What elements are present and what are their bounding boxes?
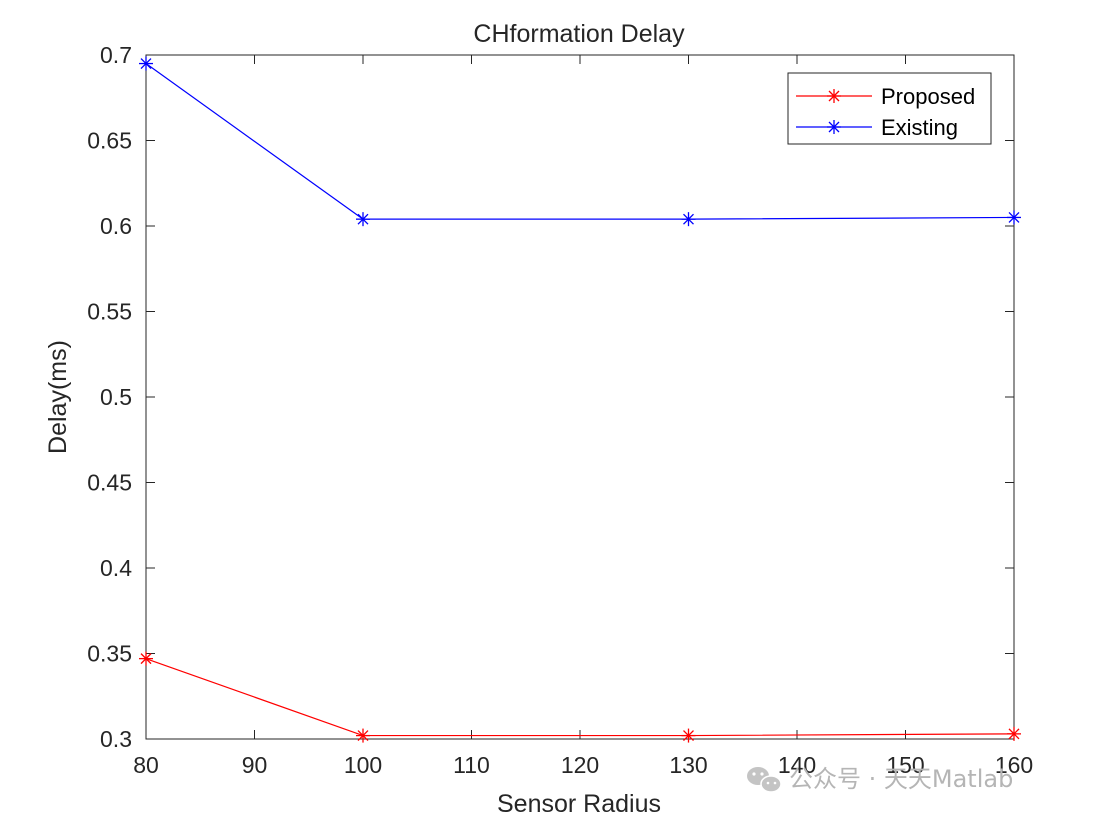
series-existing	[139, 56, 1021, 227]
data-point-existing	[139, 56, 153, 71]
legend-item-proposed: Proposed	[796, 84, 975, 109]
y-tick-label: 0.4	[100, 555, 132, 581]
data-point-proposed	[139, 651, 153, 666]
legend-item-existing: Existing	[796, 115, 958, 140]
y-tick-label: 0.35	[87, 641, 132, 667]
legend-box	[787, 72, 992, 145]
data-point-proposed	[1007, 726, 1021, 741]
y-tick-label: 0.3	[100, 726, 132, 752]
data-point-existing	[356, 212, 370, 227]
watermark: 公众号 · 天天Matlab	[747, 765, 1013, 793]
series-line-proposed	[145, 658, 1015, 737]
plot-area	[145, 54, 1015, 740]
y-tick-label: 0.7	[100, 42, 132, 68]
data-point-proposed	[356, 728, 370, 743]
y-tick-label: 0.6	[100, 213, 132, 239]
legend-marker	[827, 89, 841, 103]
wechat-icon	[747, 767, 782, 793]
x-tick-labels: 80 90 100 110 120 130 140 150 160	[133, 752, 1033, 778]
series-proposed	[139, 651, 1021, 743]
y-tick-label: 0.5	[100, 384, 132, 410]
series-line-existing	[145, 63, 1015, 220]
x-tick-label: 80	[133, 752, 159, 778]
x-axis-title: Sensor Radius	[497, 790, 661, 818]
x-tick-label: 120	[561, 752, 599, 778]
x-tick-label: 160	[995, 752, 1033, 778]
data-point-existing	[681, 212, 696, 227]
watermark-text: 公众号 · 天天Matlab	[789, 765, 1013, 793]
data-point-existing	[1007, 210, 1021, 225]
legend: Proposed Existing	[787, 72, 992, 145]
x-tick-label: 150	[886, 752, 924, 778]
series-layer	[139, 56, 1021, 743]
y-tick-label: 0.65	[87, 128, 132, 154]
legend-items: Proposed Existing	[796, 84, 975, 140]
legend-label: Existing	[881, 115, 958, 140]
y-tick-label: 0.55	[87, 299, 132, 325]
x-tick-label: 110	[453, 752, 490, 778]
legend-marker	[827, 120, 841, 134]
x-tick-label: 140	[778, 752, 816, 778]
x-tick-label: 100	[344, 752, 382, 778]
x-tick-label: 90	[242, 752, 268, 778]
y-tick-label: 0.45	[87, 470, 132, 496]
chart-title: CHformation Delay	[473, 20, 685, 48]
data-point-proposed	[681, 728, 696, 743]
legend-label: Proposed	[881, 84, 975, 109]
tick-marks	[145, 54, 1015, 740]
x-tick-label: 130	[669, 752, 707, 778]
y-axis-title: Delay(ms)	[44, 340, 72, 454]
y-tick-labels: 0.3 0.35 0.4 0.45 0.5 0.55 0.6 0.65 0.7	[87, 42, 132, 752]
